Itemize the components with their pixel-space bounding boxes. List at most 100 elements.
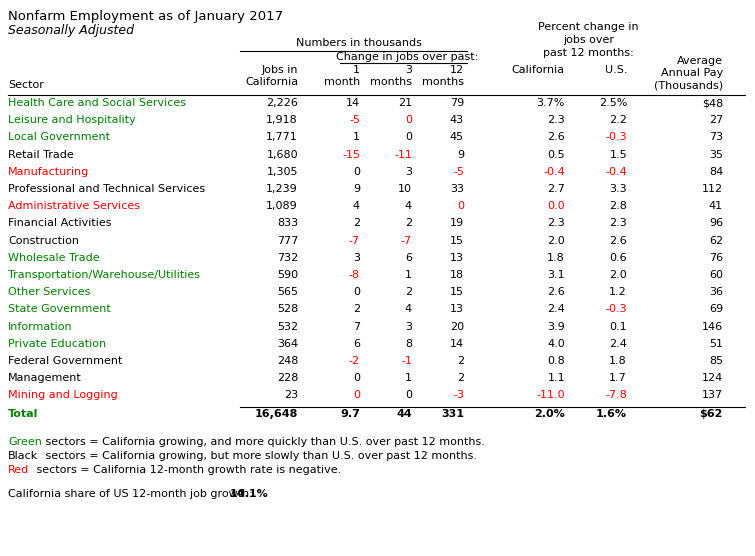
- Text: Black: Black: [8, 450, 39, 460]
- Text: 0.6: 0.6: [609, 253, 627, 263]
- Text: 45: 45: [450, 132, 464, 142]
- Text: 0: 0: [457, 201, 464, 211]
- Text: 2.6: 2.6: [547, 132, 565, 142]
- Text: 0.5: 0.5: [547, 150, 565, 160]
- Text: 146: 146: [702, 321, 723, 331]
- Text: -0.3: -0.3: [606, 304, 627, 314]
- Text: 8: 8: [405, 339, 412, 349]
- Text: 14: 14: [346, 98, 360, 108]
- Text: 10: 10: [398, 184, 412, 194]
- Text: 44: 44: [396, 409, 412, 419]
- Text: 3: 3: [405, 321, 412, 331]
- Text: 1.8: 1.8: [547, 253, 565, 263]
- Text: Average
Annual Pay
(Thousands): Average Annual Pay (Thousands): [654, 56, 723, 91]
- Text: -7.8: -7.8: [605, 390, 627, 400]
- Text: 528: 528: [277, 304, 298, 314]
- Text: sectors = California growing, but more slowly than U.S. over past 12 months.: sectors = California growing, but more s…: [42, 450, 477, 460]
- Text: 14: 14: [450, 339, 464, 349]
- Text: 51: 51: [709, 339, 723, 349]
- Text: 19: 19: [450, 219, 464, 229]
- Text: 2.3: 2.3: [609, 219, 627, 229]
- Text: Numbers in thousands: Numbers in thousands: [295, 38, 421, 48]
- Text: 4.0: 4.0: [547, 339, 565, 349]
- Text: sectors = California 12-month growth rate is negative.: sectors = California 12-month growth rat…: [33, 465, 341, 475]
- Text: 3.7%: 3.7%: [537, 98, 565, 108]
- Text: 1.8: 1.8: [609, 356, 627, 366]
- Text: 33: 33: [450, 184, 464, 194]
- Text: 248: 248: [276, 356, 298, 366]
- Text: Nonfarm Employment as of January 2017: Nonfarm Employment as of January 2017: [8, 10, 283, 23]
- Text: 85: 85: [709, 356, 723, 366]
- Text: -0.3: -0.3: [606, 132, 627, 142]
- Text: 13: 13: [450, 304, 464, 314]
- Text: -5: -5: [453, 167, 464, 177]
- Text: 79: 79: [450, 98, 464, 108]
- Text: Wholesale Trade: Wholesale Trade: [8, 253, 100, 263]
- Text: -0.4: -0.4: [544, 167, 565, 177]
- Text: 2: 2: [457, 356, 464, 366]
- Text: Financial Activities: Financial Activities: [8, 219, 112, 229]
- Text: 0: 0: [405, 115, 412, 125]
- Text: 2.6: 2.6: [609, 236, 627, 246]
- Text: Jobs in
California: Jobs in California: [245, 65, 298, 87]
- Text: 0: 0: [405, 132, 412, 142]
- Text: 1,239: 1,239: [267, 184, 298, 194]
- Text: 23: 23: [284, 390, 298, 400]
- Text: 0: 0: [353, 167, 360, 177]
- Text: Construction: Construction: [8, 236, 79, 246]
- Text: 12
months: 12 months: [422, 65, 464, 87]
- Text: 43: 43: [450, 115, 464, 125]
- Text: 1,680: 1,680: [267, 150, 298, 160]
- Text: 2: 2: [353, 304, 360, 314]
- Text: Leisure and Hospitality: Leisure and Hospitality: [8, 115, 136, 125]
- Text: Total: Total: [8, 409, 39, 419]
- Text: 732: 732: [277, 253, 298, 263]
- Text: 0.1: 0.1: [609, 321, 627, 331]
- Text: 41: 41: [709, 201, 723, 211]
- Text: 1: 1: [353, 132, 360, 142]
- Text: 15: 15: [450, 287, 464, 297]
- Text: 1.1: 1.1: [547, 373, 565, 383]
- Text: 18: 18: [450, 270, 464, 280]
- Text: 0: 0: [353, 390, 360, 400]
- Text: Percent change in
jobs over
past 12 months:: Percent change in jobs over past 12 mont…: [538, 22, 639, 58]
- Text: -7: -7: [401, 236, 412, 246]
- Text: 3: 3: [405, 167, 412, 177]
- Text: Management: Management: [8, 373, 82, 383]
- Text: 73: 73: [709, 132, 723, 142]
- Text: 2.7: 2.7: [547, 184, 565, 194]
- Text: 3.9: 3.9: [547, 321, 565, 331]
- Text: 14.1%: 14.1%: [230, 489, 269, 499]
- Text: -0.4: -0.4: [606, 167, 627, 177]
- Text: 0.0: 0.0: [547, 201, 565, 211]
- Text: Retail Trade: Retail Trade: [8, 150, 74, 160]
- Text: 1: 1: [405, 270, 412, 280]
- Text: -8: -8: [349, 270, 360, 280]
- Text: Sector: Sector: [8, 80, 44, 90]
- Text: 2.4: 2.4: [609, 339, 627, 349]
- Text: 2.8: 2.8: [609, 201, 627, 211]
- Text: 364: 364: [277, 339, 298, 349]
- Text: Red: Red: [8, 465, 29, 475]
- Text: 1,771: 1,771: [267, 132, 298, 142]
- Text: 833: 833: [277, 219, 298, 229]
- Text: -15: -15: [342, 150, 360, 160]
- Text: 1,918: 1,918: [267, 115, 298, 125]
- Text: Local Government: Local Government: [8, 132, 110, 142]
- Text: 16,648: 16,648: [254, 409, 298, 419]
- Text: 590: 590: [277, 270, 298, 280]
- Text: 20: 20: [450, 321, 464, 331]
- Text: Federal Government: Federal Government: [8, 356, 122, 366]
- Text: 2.2: 2.2: [609, 115, 627, 125]
- Text: $48: $48: [701, 98, 723, 108]
- Text: 137: 137: [702, 390, 723, 400]
- Text: 3
months: 3 months: [370, 65, 412, 87]
- Text: 2.4: 2.4: [547, 304, 565, 314]
- Text: 1,305: 1,305: [267, 167, 298, 177]
- Text: 1
month: 1 month: [324, 65, 360, 87]
- Text: 2.5%: 2.5%: [599, 98, 627, 108]
- Text: California share of US 12-month job growth:: California share of US 12-month job grow…: [8, 489, 253, 499]
- Text: 4: 4: [405, 304, 412, 314]
- Text: Seasonally Adjusted: Seasonally Adjusted: [8, 24, 134, 37]
- Text: $62: $62: [700, 409, 723, 419]
